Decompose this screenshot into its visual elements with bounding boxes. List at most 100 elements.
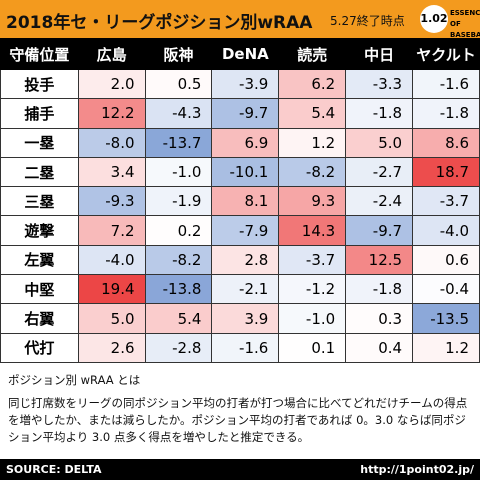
row-label: 一塁: [0, 127, 79, 158]
column-header: ヤクルト: [412, 38, 480, 70]
cell: 2.6: [77, 332, 146, 363]
column-header: 読売: [278, 38, 347, 70]
cell: -1.6: [211, 332, 280, 363]
cell: -3.7: [278, 244, 347, 276]
cell: -2.7: [345, 156, 414, 188]
column-header: 広島: [77, 38, 146, 70]
cell: -9.7: [345, 215, 414, 246]
footer: SOURCE: DELTA http://1point02.jp/: [0, 459, 480, 480]
cell: -2.4: [345, 186, 414, 217]
cell: 6.2: [278, 68, 347, 100]
cell: 0.1: [278, 332, 347, 363]
cell: -1.0: [144, 156, 213, 188]
cell: -8.2: [278, 156, 347, 188]
cell: -10.1: [211, 156, 280, 188]
cell: 0.6: [412, 244, 480, 276]
cell: -1.9: [144, 186, 213, 217]
cell: 5.0: [77, 303, 146, 334]
logo-mark: 1.02: [420, 5, 448, 33]
cell: -4.3: [144, 98, 213, 129]
cell: 0.5: [144, 68, 213, 100]
cell: 5.4: [278, 98, 347, 129]
cell: -8.0: [77, 127, 146, 158]
cell: -4.0: [77, 244, 146, 276]
cell: 2.0: [77, 68, 146, 100]
row: 二塁 3.4 -1.0 -10.1 -8.2 -2.7 18.7: [0, 156, 480, 188]
table: 守備位置 広島 阪神 DeNA 読売 中日 ヤクルト 投手 2.0 0.5 -3.9 6.2 -3.3-…: [0, 38, 480, 363]
subtitle: 5.27終了時点: [330, 14, 405, 28]
cell: -13.7: [144, 127, 213, 158]
cell: 14.3: [278, 215, 347, 246]
row-label: 捕手: [0, 98, 79, 129]
cell: -4.0: [412, 215, 480, 246]
row-label: 三塁: [0, 186, 79, 217]
cell: 12.5: [345, 244, 414, 276]
column-header: 阪神: [144, 38, 213, 70]
note-body: 同じ打席数をリーグの同ポジション平均の打者が打つ場合に比べてどれだけチームの得点…: [8, 396, 468, 444]
row-label: 代打: [0, 332, 79, 363]
cell: -1.6: [412, 68, 480, 100]
cell: -9.7: [211, 98, 280, 129]
cell: 5.0: [345, 127, 414, 158]
note-title: ポジション別 wRAA とは: [8, 373, 141, 387]
column-header: DeNA: [211, 38, 280, 70]
cell: -1.8: [345, 98, 414, 129]
cell: 0.3: [345, 303, 414, 334]
row: 代打 2.6 -2.8 -1.6 0.1 0.4 1.2: [0, 332, 480, 363]
cell: -8.2: [144, 244, 213, 276]
url: http://1point02.jp/: [360, 463, 474, 476]
header: 2018年セ・リーグポジション別wRAA 5.27終了時点 1.02 ESSENC…: [0, 0, 480, 39]
title: 2018年セ・リーグポジション別wRAA: [6, 13, 313, 33]
cell: 6.9: [211, 127, 280, 158]
cell: 2.8: [211, 244, 280, 276]
row-label: 中堅: [0, 274, 79, 305]
cell: -0.4: [412, 274, 480, 305]
cell: -3.7: [412, 186, 480, 217]
cell: 0.4: [345, 332, 414, 363]
cell: 12.2: [77, 98, 146, 129]
cell: 0.2: [144, 215, 213, 246]
cell: 19.4: [77, 274, 146, 305]
row-label: 二塁: [0, 156, 79, 188]
cell: 1.2: [412, 332, 480, 363]
cell: -13.5: [412, 303, 480, 334]
cell: 3.9: [211, 303, 280, 334]
cell: 3.4: [77, 156, 146, 188]
logo-text: ESSENCE OF BASEBALL: [450, 9, 480, 39]
cell: -9.3: [77, 186, 146, 217]
note: ポジション別 wRAA とは同じ打席数をリーグの同ポジション平均の打者が打つ場合…: [8, 372, 474, 446]
cell: -7.9: [211, 215, 280, 246]
row: 一塁 -8.0 -13.7 6.9 1.2 5.0 8.6: [0, 127, 480, 158]
row-label: 左翼: [0, 244, 79, 276]
cell: -1.2: [278, 274, 347, 305]
cell: 9.3: [278, 186, 347, 217]
cell: 18.7: [412, 156, 480, 188]
column-header: 中日: [345, 38, 414, 70]
row: 捕手 12.2 -4.3 -9.7 5.4 -1.8 -1.8: [0, 98, 480, 129]
row-label: 右翼: [0, 303, 79, 334]
cell: 7.2: [77, 215, 146, 246]
row: 三塁 -9.3 -1.9 8.1 9.3 -2.4 -3.7: [0, 186, 480, 217]
source: SOURCE: DELTA: [6, 463, 102, 476]
row: 遊撃 7.2 0.2 -7.9 14.3 -9.7 -4.0: [0, 215, 480, 246]
cell: -1.8: [412, 98, 480, 129]
cell: 8.6: [412, 127, 480, 158]
cell: -13.8: [144, 274, 213, 305]
cell: -2.8: [144, 332, 213, 363]
header-row: 守備位置 広島 阪神 DeNA 読売 中日 ヤクルト: [0, 38, 480, 70]
row-label: 投手: [0, 68, 79, 100]
row: 中堅 19.4 -13.8 -2.1 -1.2 -1.8 -0.4: [0, 274, 480, 305]
column-header: 守備位置: [0, 38, 79, 70]
cell: 5.4: [144, 303, 213, 334]
cell: -1.0: [278, 303, 347, 334]
cell: 1.2: [278, 127, 347, 158]
cell: -1.8: [345, 274, 414, 305]
row: 左翼 -4.0 -8.2 2.8 -3.7 12.5 0.6: [0, 244, 480, 276]
cell: -2.1: [211, 274, 280, 305]
row: 投手 2.0 0.5 -3.9 6.2 -3.3 -1.6: [0, 68, 480, 100]
row-label: 遊撃: [0, 215, 79, 246]
logo: 1.02ESSENCE OF BASEBALL: [420, 2, 480, 39]
cell: 8.1: [211, 186, 280, 217]
cell: -3.3: [345, 68, 414, 100]
